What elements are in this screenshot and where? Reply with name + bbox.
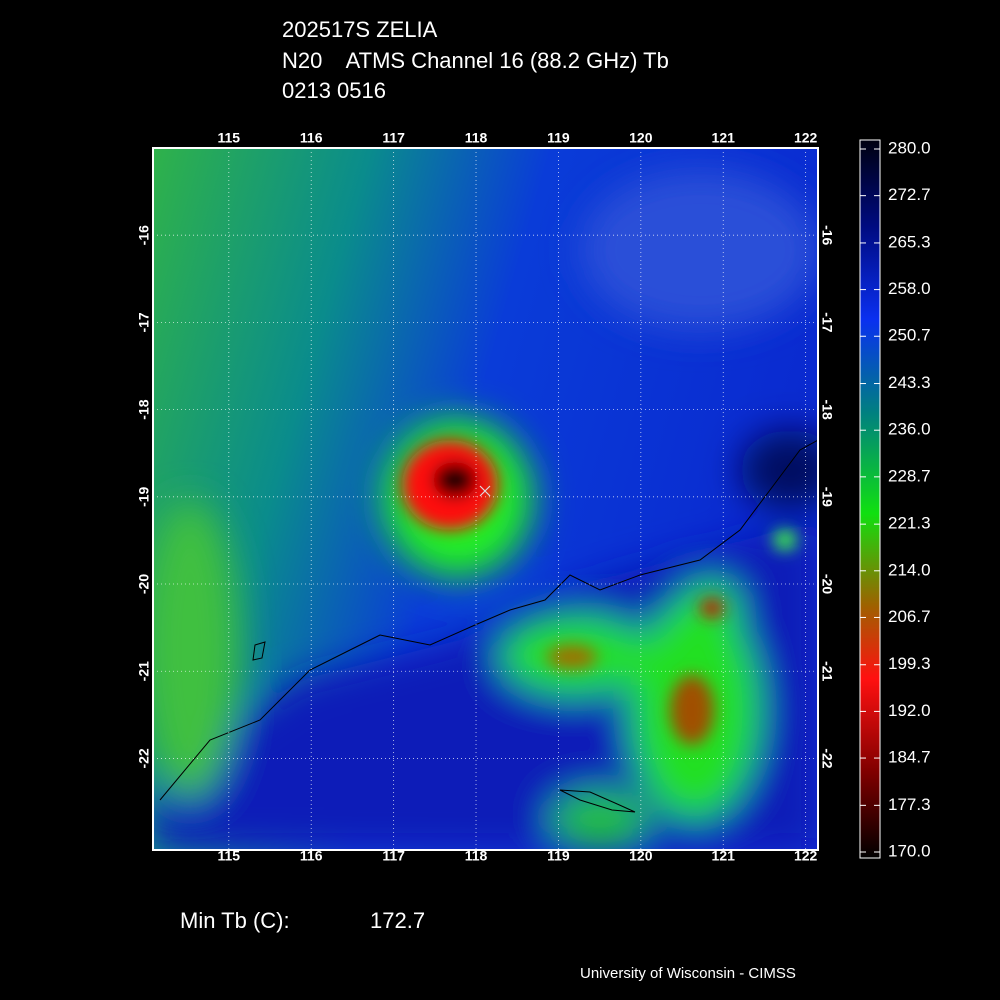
lon-tick-label: 118 xyxy=(465,130,488,146)
credit: University of Wisconsin - CIMSS xyxy=(580,965,796,982)
colorbar-label: 192.0 xyxy=(888,701,931,720)
colorbar-label: 250.7 xyxy=(888,326,931,345)
lat-tick-label: -18 xyxy=(819,399,835,419)
lat-tick-label: -16 xyxy=(136,225,152,245)
lat-tick-label: -20 xyxy=(819,574,835,594)
lat-tick-label: -19 xyxy=(819,487,835,507)
lon-tick-label: 121 xyxy=(712,848,736,864)
title-line: N20 ATMS Channel 16 (88.2 GHz) Tb xyxy=(282,48,669,73)
colorbar-label: 243.3 xyxy=(888,373,931,392)
min-label: Min Tb (C): xyxy=(180,908,290,933)
colorbar-label: 177.3 xyxy=(888,795,931,814)
lon-tick-label: 119 xyxy=(547,848,570,864)
colorbar-label: 265.3 xyxy=(888,232,931,251)
lat-tick-label: -22 xyxy=(136,748,152,768)
min-value: 172.7 xyxy=(370,908,425,933)
colorbar-label: 184.7 xyxy=(888,748,931,767)
lat-tick-label: -19 xyxy=(136,486,152,506)
lat-tick-label: -16 xyxy=(819,225,835,245)
colorbar-label: 228.7 xyxy=(888,466,931,485)
title-line: 0213 0516 xyxy=(282,78,386,103)
colorbar-label: 206.7 xyxy=(888,607,931,626)
colorbar-label: 258.0 xyxy=(888,279,931,298)
colorbar-label: 221.3 xyxy=(888,514,931,533)
lat-tick-label: -17 xyxy=(136,312,152,332)
colorbar-label: 236.0 xyxy=(888,420,931,439)
lat-tick-label: -17 xyxy=(819,312,835,332)
lon-tick-label: 121 xyxy=(712,130,736,146)
lon-tick-label: 115 xyxy=(218,130,241,146)
lon-tick-label: 117 xyxy=(382,130,405,146)
lat-tick-label: -21 xyxy=(136,661,152,681)
lon-tick-label: 119 xyxy=(547,130,570,146)
title-line: 202517S ZELIA xyxy=(282,17,438,42)
lon-tick-label: 116 xyxy=(300,848,323,864)
imagery xyxy=(153,148,818,850)
lon-tick-label: 116 xyxy=(300,130,323,146)
lat-tick-label: -18 xyxy=(136,399,152,419)
lat-tick-label: -21 xyxy=(819,661,835,681)
lon-tick-label: 122 xyxy=(794,130,818,146)
colorbar-label: 280.0 xyxy=(888,138,931,157)
colorbar-label: 272.7 xyxy=(888,185,931,204)
lat-tick-label: -22 xyxy=(819,748,835,768)
lon-tick-label: 118 xyxy=(465,848,488,864)
lon-tick-label: 115 xyxy=(218,848,241,864)
lon-tick-label: 117 xyxy=(382,848,405,864)
lon-tick-label: 122 xyxy=(794,848,818,864)
colorbar-label: 199.3 xyxy=(888,654,931,673)
lat-tick-label: -20 xyxy=(136,574,152,594)
lon-tick-label: 120 xyxy=(629,848,653,864)
colorbar xyxy=(859,139,881,859)
map-frame xyxy=(152,147,819,851)
colorbar-label: 170.0 xyxy=(888,841,931,860)
colorbar-label: 214.0 xyxy=(888,560,931,579)
lon-tick-label: 120 xyxy=(629,130,653,146)
